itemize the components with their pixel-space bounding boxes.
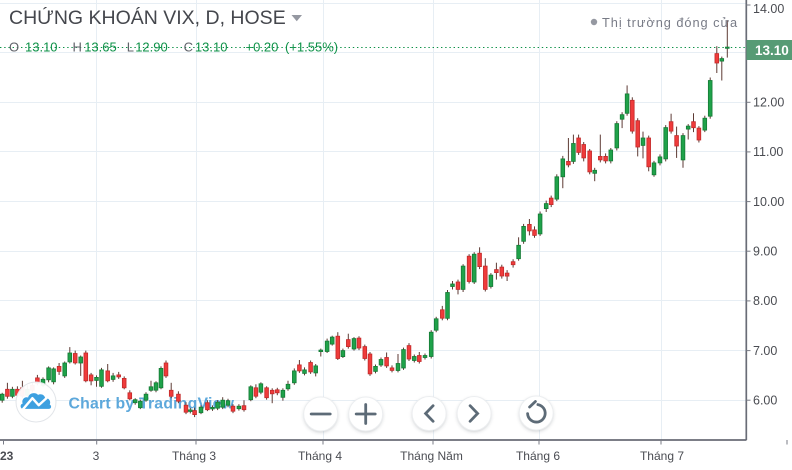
svg-text:Tháng Năm: Tháng Năm: [400, 449, 463, 463]
svg-text:(+1.55%): (+1.55%): [285, 40, 338, 55]
svg-text:8.00: 8.00: [753, 294, 777, 308]
svg-text:9.00: 9.00: [753, 244, 777, 258]
svg-text:23: 23: [0, 449, 14, 463]
svg-text:6.00: 6.00: [753, 393, 777, 407]
svg-text:Thị trường đóng cửa: Thị trường đóng cửa: [602, 15, 738, 30]
svg-text:C: C: [184, 40, 193, 55]
svg-text:H: H: [73, 40, 82, 55]
svg-text:13.10: 13.10: [755, 43, 789, 58]
svg-text:11.00: 11.00: [753, 145, 783, 159]
svg-text:3: 3: [93, 449, 100, 463]
svg-text:12.90: 12.90: [135, 40, 168, 55]
svg-text:13.10: 13.10: [25, 40, 58, 55]
svg-text:Tháng 3: Tháng 3: [172, 449, 216, 463]
svg-text:13.10: 13.10: [195, 40, 228, 55]
svg-text:Chart by TradingView: Chart by TradingView: [69, 396, 235, 413]
svg-text:Tháng 7: Tháng 7: [640, 449, 684, 463]
svg-text:Tháng 4: Tháng 4: [298, 449, 342, 463]
svg-text:13.65: 13.65: [84, 40, 117, 55]
svg-text:+0.20: +0.20: [246, 40, 279, 55]
svg-text:12.00: 12.00: [753, 96, 784, 110]
svg-text:Tháng 6: Tháng 6: [516, 449, 560, 463]
svg-text:14.00: 14.00: [753, 2, 784, 16]
svg-text:CHỨNG KHOÁN VIX, D, HOSE: CHỨNG KHOÁN VIX, D, HOSE: [9, 6, 286, 29]
svg-text:7.00: 7.00: [753, 344, 777, 358]
svg-text:10.00: 10.00: [753, 195, 784, 209]
svg-text:L: L: [127, 40, 134, 55]
svg-text:O: O: [9, 40, 19, 55]
